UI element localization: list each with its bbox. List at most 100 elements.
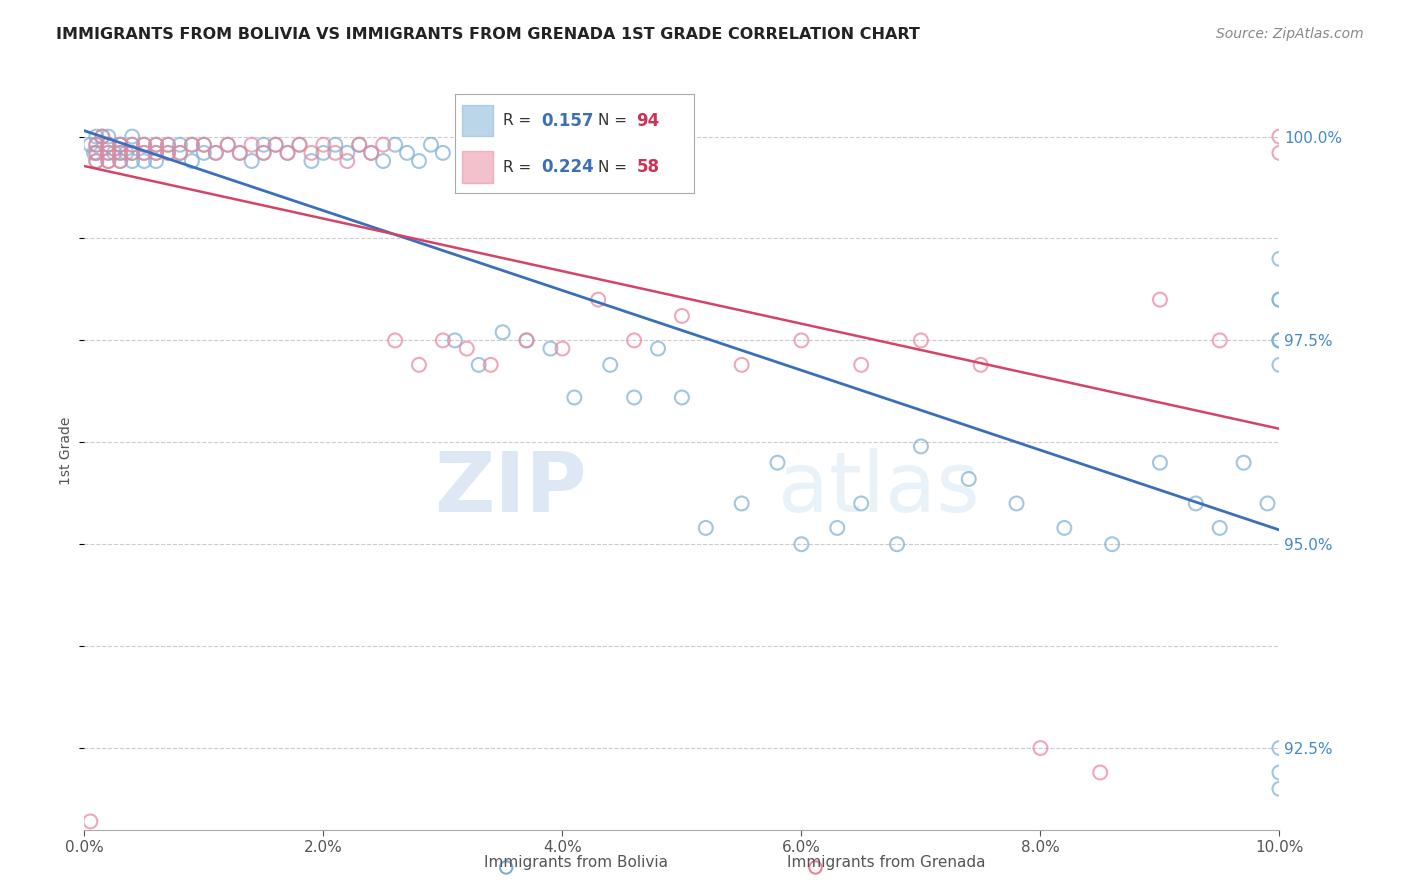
Point — [671, 391, 693, 405]
Point — [623, 391, 645, 405]
Text: Immigrants from Grenada: Immigrants from Grenada — [786, 855, 986, 870]
Point — [121, 154, 143, 169]
Point — [121, 137, 143, 152]
Point — [79, 814, 101, 829]
Point — [1268, 293, 1291, 307]
Y-axis label: 1st Grade: 1st Grade — [59, 417, 73, 484]
Point — [288, 137, 311, 152]
Point — [564, 391, 586, 405]
Point — [121, 145, 143, 160]
Point — [336, 154, 359, 169]
Point — [408, 358, 430, 372]
Point — [103, 145, 125, 160]
Point — [790, 537, 813, 551]
Point — [253, 145, 276, 160]
Point — [957, 472, 980, 486]
Point — [910, 334, 932, 348]
Point — [444, 334, 467, 348]
Point — [1268, 334, 1291, 348]
Point — [495, 860, 517, 874]
Point — [1268, 145, 1291, 160]
Point — [671, 309, 693, 323]
Point — [132, 137, 156, 152]
Point — [804, 860, 827, 874]
Point — [1268, 334, 1291, 348]
Point — [217, 137, 239, 152]
Point — [1257, 496, 1279, 510]
Point — [97, 145, 120, 160]
Point — [492, 325, 515, 339]
Point — [420, 137, 443, 152]
Point — [228, 145, 252, 160]
Point — [599, 358, 621, 372]
Point — [264, 137, 287, 152]
Point — [91, 129, 114, 144]
Point — [1090, 765, 1112, 780]
Point — [86, 137, 108, 152]
Point — [1268, 129, 1291, 144]
Point — [1005, 496, 1028, 510]
Point — [132, 154, 156, 169]
Point — [1101, 537, 1123, 551]
Point — [516, 334, 538, 348]
Point — [312, 137, 335, 152]
Point — [115, 145, 138, 160]
Point — [731, 496, 754, 510]
Point — [181, 137, 204, 152]
Point — [1268, 252, 1291, 266]
Text: IMMIGRANTS FROM BOLIVIA VS IMMIGRANTS FROM GRENADA 1ST GRADE CORRELATION CHART: IMMIGRANTS FROM BOLIVIA VS IMMIGRANTS FR… — [56, 27, 920, 42]
Text: Source: ZipAtlas.com: Source: ZipAtlas.com — [1216, 27, 1364, 41]
Point — [97, 137, 120, 152]
Point — [181, 137, 204, 152]
Point — [169, 145, 191, 160]
Point — [240, 154, 263, 169]
Point — [1268, 293, 1291, 307]
Point — [169, 137, 191, 152]
Point — [169, 145, 191, 160]
Point — [83, 145, 105, 160]
Point — [121, 129, 143, 144]
Point — [827, 521, 849, 535]
Text: atlas: atlas — [778, 448, 979, 529]
Point — [121, 145, 143, 160]
Point — [97, 145, 120, 160]
Point — [336, 145, 359, 160]
Point — [588, 293, 610, 307]
Point — [132, 145, 156, 160]
Point — [301, 145, 323, 160]
Point — [205, 145, 228, 160]
Point — [110, 154, 132, 169]
Point — [647, 342, 669, 356]
Point — [851, 358, 873, 372]
Point — [145, 145, 167, 160]
Point — [325, 137, 347, 152]
Point — [97, 154, 120, 169]
Point — [205, 145, 228, 160]
Point — [79, 137, 101, 152]
Point — [288, 137, 311, 152]
Point — [145, 137, 167, 152]
Point — [456, 342, 478, 356]
Point — [86, 154, 108, 169]
Point — [110, 137, 132, 152]
Point — [264, 137, 287, 152]
Point — [157, 145, 180, 160]
Point — [384, 137, 406, 152]
Point — [432, 145, 454, 160]
Point — [86, 145, 108, 160]
Point — [97, 129, 120, 144]
Point — [468, 358, 491, 372]
Point — [86, 137, 108, 152]
Point — [349, 137, 371, 152]
Point — [1268, 741, 1291, 756]
Point — [193, 145, 215, 160]
Point — [181, 154, 204, 169]
Point — [228, 145, 252, 160]
Point — [766, 456, 789, 470]
Point — [516, 334, 538, 348]
Point — [325, 145, 347, 160]
Point — [851, 496, 873, 510]
Point — [110, 154, 132, 169]
Point — [1268, 781, 1291, 796]
Point — [384, 334, 406, 348]
